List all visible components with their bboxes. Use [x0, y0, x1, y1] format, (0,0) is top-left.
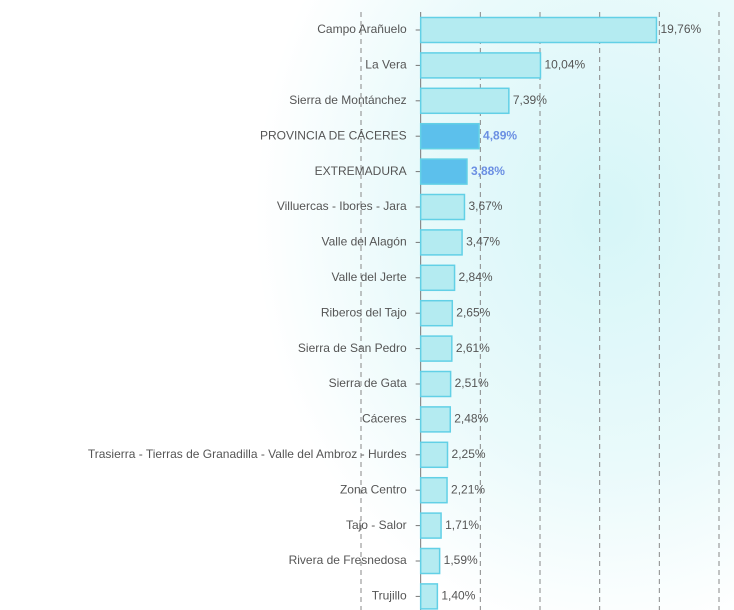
- bar: [419, 406, 452, 433]
- value-label: 1,40%: [441, 589, 475, 603]
- y-tick-label: Trasierra - Tierras de Granadilla - Vall…: [88, 447, 407, 461]
- value-label: 2,61%: [456, 341, 490, 355]
- y-tick-label: Zona Centro: [340, 482, 407, 496]
- bar: [419, 370, 452, 398]
- bar: [419, 512, 442, 539]
- y-tick-label: Sierra de Montánchez: [289, 93, 406, 107]
- value-label: 2,51%: [455, 376, 489, 390]
- value-label: 2,65%: [456, 305, 490, 319]
- bar: [419, 229, 463, 256]
- y-tick-label: Valle del Alagón: [321, 235, 406, 249]
- y-tick-label: PROVINCIA DE CÁCERES: [260, 127, 407, 142]
- bar: [419, 476, 448, 504]
- bar: [419, 52, 542, 79]
- bar: [419, 122, 480, 150]
- y-tick-label: Riberos del Tajo: [321, 305, 407, 319]
- bar: [419, 158, 468, 185]
- y-tick-label: Trujillo: [372, 589, 407, 603]
- bar: [419, 87, 510, 115]
- y-tick-label: Villuercas - Ibores - Jara: [277, 199, 407, 213]
- value-label: 2,25%: [452, 447, 486, 461]
- y-tick-label: Sierra de Gata: [329, 376, 407, 390]
- y-tick-label: Campo Arañuelo: [317, 22, 407, 36]
- value-label: 19,76%: [660, 22, 701, 36]
- y-tick-label: Sierra de San Pedro: [298, 341, 407, 355]
- y-tick-label: Tajo - Salor: [346, 518, 407, 532]
- value-label: 3,67%: [468, 199, 502, 213]
- value-label: 3,88%: [471, 164, 505, 178]
- value-label: 2,21%: [451, 482, 485, 496]
- value-label: 7,39%: [513, 93, 547, 107]
- value-label: 3,47%: [466, 235, 500, 249]
- value-label: 2,84%: [459, 270, 493, 284]
- bar: [419, 264, 456, 292]
- bar: [419, 441, 449, 469]
- value-label: 10,04%: [544, 58, 585, 72]
- y-tick-label: Rivera de Fresnedosa: [289, 553, 407, 567]
- value-label: 1,71%: [445, 518, 479, 532]
- bar: [419, 16, 658, 44]
- value-label: 1,59%: [444, 553, 478, 567]
- bar: [419, 299, 454, 327]
- y-tick-label: EXTREMADURA: [315, 164, 407, 178]
- bar: [419, 547, 441, 575]
- value-label: 4,89%: [483, 128, 517, 142]
- y-tick-label: La Vera: [365, 58, 407, 72]
- y-tick-label: Valle del Jerte: [332, 270, 407, 284]
- y-tick-label: Cáceres: [362, 412, 407, 426]
- bar: [419, 583, 439, 610]
- value-label: 2,48%: [454, 412, 488, 426]
- bar: [419, 193, 466, 221]
- bar: [419, 335, 453, 362]
